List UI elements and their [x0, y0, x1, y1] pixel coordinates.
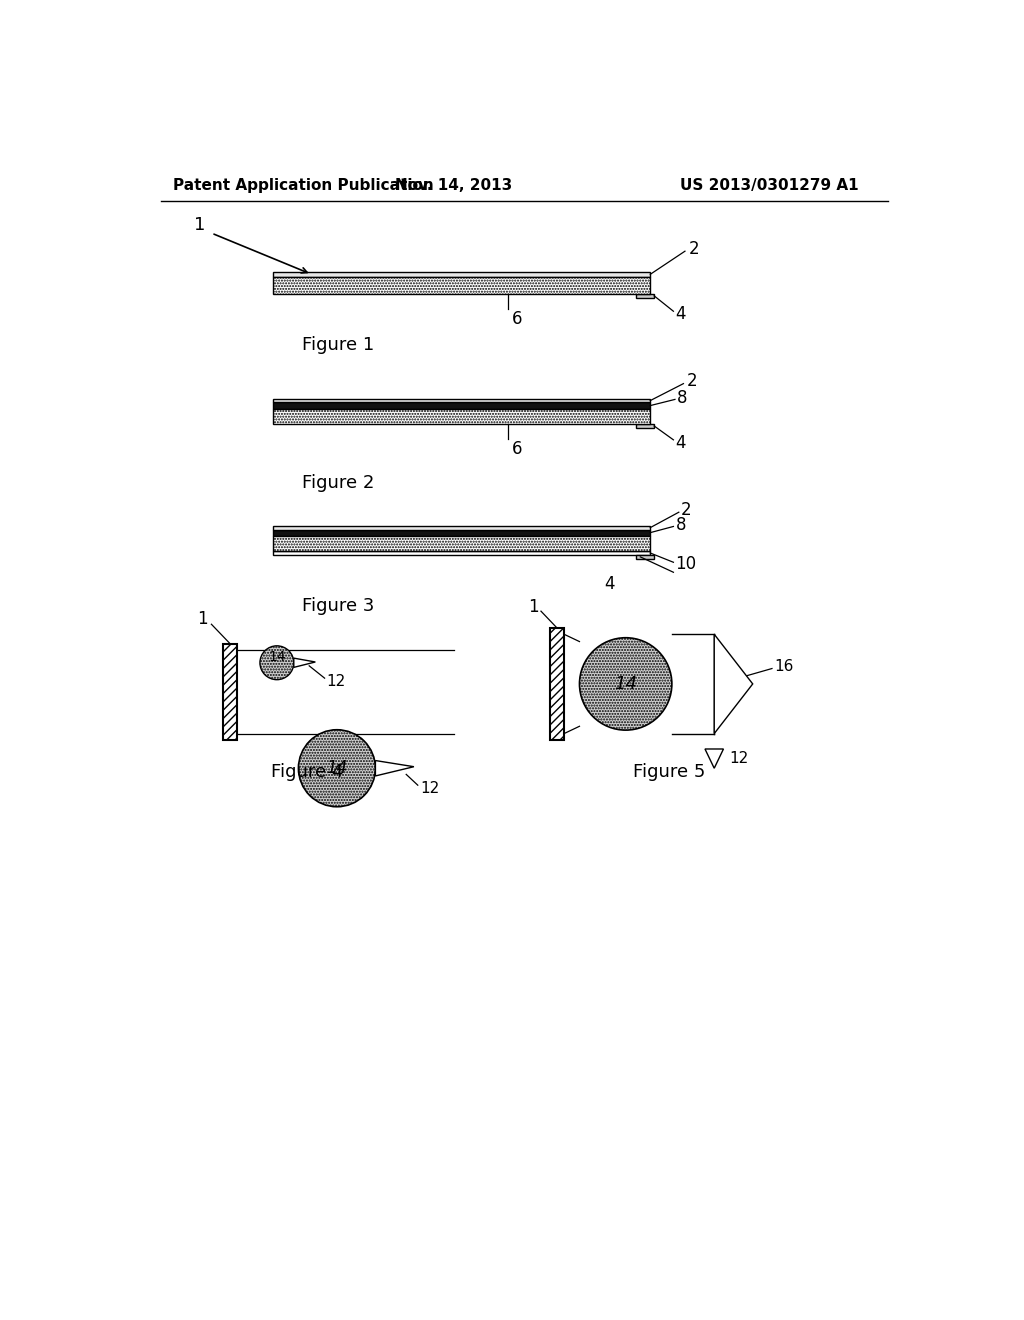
Text: Nov. 14, 2013: Nov. 14, 2013: [395, 178, 513, 193]
Bar: [223, 644, 237, 739]
Bar: [637, 294, 654, 298]
Text: Figure 2: Figure 2: [302, 474, 375, 492]
Text: 4: 4: [676, 305, 686, 323]
Bar: [637, 554, 654, 558]
Text: Patent Application Publication: Patent Application Publication: [173, 178, 433, 193]
Polygon shape: [714, 635, 753, 734]
Text: 6: 6: [512, 440, 522, 458]
Text: Figure 3: Figure 3: [302, 598, 375, 615]
Bar: [273, 552, 650, 554]
Polygon shape: [376, 760, 414, 776]
Bar: [273, 536, 650, 552]
Text: US 2013/0301279 A1: US 2013/0301279 A1: [680, 178, 859, 193]
Text: 10: 10: [675, 554, 696, 573]
Text: 2: 2: [686, 372, 697, 391]
Text: 8: 8: [676, 516, 686, 533]
Text: 4: 4: [604, 574, 614, 593]
Text: 14: 14: [327, 759, 347, 777]
Text: Figure 4: Figure 4: [271, 763, 344, 781]
Circle shape: [298, 730, 376, 807]
Text: Figure 1: Figure 1: [302, 337, 375, 354]
Text: 12: 12: [730, 751, 749, 766]
Bar: [273, 529, 650, 536]
Bar: [273, 277, 650, 294]
Text: 1: 1: [195, 216, 206, 235]
Text: 4: 4: [676, 434, 686, 451]
Bar: [550, 628, 564, 739]
Bar: [273, 409, 650, 424]
Text: 12: 12: [326, 673, 345, 689]
Text: 1: 1: [197, 610, 208, 628]
Bar: [273, 525, 650, 529]
Text: 2: 2: [689, 240, 699, 257]
Text: 14: 14: [614, 675, 637, 693]
Text: 6: 6: [512, 310, 522, 327]
Text: 16: 16: [774, 660, 794, 675]
Bar: [637, 424, 654, 428]
Bar: [273, 399, 650, 403]
Text: 12: 12: [420, 780, 439, 796]
Circle shape: [260, 645, 294, 680]
Text: 14: 14: [268, 649, 286, 664]
Circle shape: [580, 638, 672, 730]
Text: 8: 8: [677, 389, 688, 407]
Bar: [273, 272, 650, 277]
Text: 1: 1: [528, 598, 539, 615]
Polygon shape: [294, 659, 315, 668]
Polygon shape: [705, 748, 724, 768]
Text: Figure 5: Figure 5: [634, 763, 706, 781]
Text: 2: 2: [681, 500, 692, 519]
Bar: [273, 403, 650, 409]
